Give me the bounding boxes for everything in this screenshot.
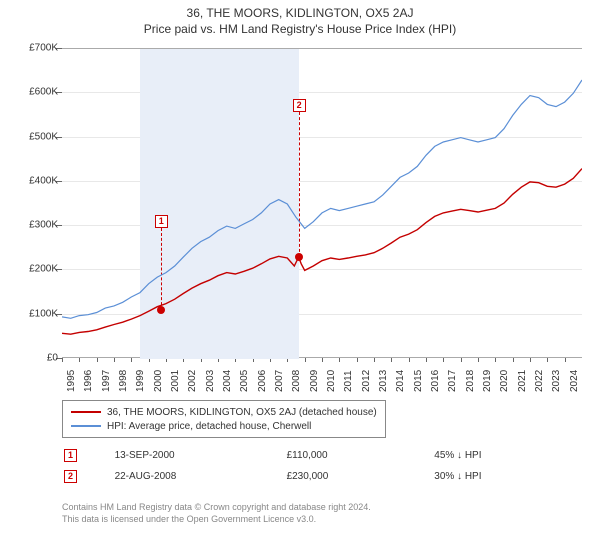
plot-svg: [62, 49, 582, 359]
marker-label-1: 1: [155, 215, 168, 228]
xtick-label: 2021: [517, 370, 528, 392]
xtick-label: 1995: [66, 370, 77, 392]
xtick-label: 1997: [101, 370, 112, 392]
xtick-label: 2008: [291, 370, 302, 392]
legend-item: HPI: Average price, detached house, Cher…: [71, 419, 377, 433]
event-marker-box: 2: [64, 470, 77, 483]
events-table: 1 13-SEP-2000£110,00045% ↓ HPI 2 22-AUG-200…: [62, 444, 582, 488]
ytick-label: £300K: [29, 220, 58, 231]
xtick-label: 2007: [274, 370, 285, 392]
event-price: £230,000: [287, 467, 433, 486]
chart-container: 36, THE MOORS, KIDLINGTON, OX5 2AJ Price…: [0, 0, 600, 560]
xtick-label: 2024: [569, 370, 580, 392]
plot-area: 12: [62, 48, 582, 358]
xtick-label: 2014: [395, 370, 406, 392]
xtick-label: 2004: [222, 370, 233, 392]
event-price: £110,000: [287, 446, 433, 465]
ytick-label: £600K: [29, 87, 58, 98]
xtick-label: 2015: [413, 370, 424, 392]
series-line-property: [62, 169, 582, 335]
xtick-label: 2022: [534, 370, 545, 392]
event-dot-2: [295, 253, 303, 261]
ytick-label: £700K: [29, 43, 58, 54]
xtick-label: 2000: [153, 370, 164, 392]
event-delta: 45% ↓ HPI: [434, 446, 580, 465]
footer-line-1: Contains HM Land Registry data © Crown c…: [62, 502, 371, 514]
xtick-label: 1999: [135, 370, 146, 392]
xtick-label: 2020: [499, 370, 510, 392]
legend-swatch: [71, 425, 101, 427]
legend-swatch: [71, 411, 101, 413]
event-date: 22-AUG-2008: [115, 467, 285, 486]
footer-line-2: This data is licensed under the Open Gov…: [62, 514, 371, 526]
xtick-label: 2018: [465, 370, 476, 392]
footer-attribution: Contains HM Land Registry data © Crown c…: [62, 502, 371, 525]
xtick-label: 2013: [378, 370, 389, 392]
xtick-label: 2011: [343, 370, 354, 392]
xtick-label: 2012: [361, 370, 372, 392]
xtick-label: 2009: [309, 370, 320, 392]
event-row: 1 13-SEP-2000£110,00045% ↓ HPI: [64, 446, 580, 465]
xtick-label: 2023: [551, 370, 562, 392]
xtick-label: 2016: [430, 370, 441, 392]
xtick-label: 2005: [239, 370, 250, 392]
series-line-hpi: [62, 80, 582, 318]
event-row: 2 22-AUG-2008£230,00030% ↓ HPI: [64, 467, 580, 486]
event-date: 13-SEP-2000: [115, 446, 285, 465]
xtick-label: 2003: [205, 370, 216, 392]
legend-label: 36, THE MOORS, KIDLINGTON, OX5 2AJ (deta…: [107, 407, 377, 418]
legend-label: HPI: Average price, detached house, Cher…: [107, 421, 311, 432]
chart-subtitle: Price paid vs. HM Land Registry's House …: [0, 20, 600, 40]
event-marker-box: 1: [64, 449, 77, 462]
ytick-label: £400K: [29, 175, 58, 186]
xtick-label: 1998: [118, 370, 129, 392]
xtick-label: 2006: [257, 370, 268, 392]
event-dot-1: [157, 306, 165, 314]
legend: 36, THE MOORS, KIDLINGTON, OX5 2AJ (deta…: [62, 400, 386, 438]
event-marker-cell: 2: [64, 467, 113, 486]
legend-item: 36, THE MOORS, KIDLINGTON, OX5 2AJ (deta…: [71, 405, 377, 419]
ytick-label: £200K: [29, 264, 58, 275]
xtick-label: 2002: [187, 370, 198, 392]
xtick-label: 1996: [83, 370, 94, 392]
xtick-label: 2001: [170, 370, 181, 392]
ytick-label: £100K: [29, 308, 58, 319]
xtick-label: 2010: [326, 370, 337, 392]
ytick-label: £0: [47, 353, 58, 364]
marker-label-2: 2: [293, 99, 306, 112]
ytick-label: £500K: [29, 131, 58, 142]
chart-title: 36, THE MOORS, KIDLINGTON, OX5 2AJ: [0, 0, 600, 20]
xtick-label: 2019: [482, 370, 493, 392]
event-marker-cell: 1: [64, 446, 113, 465]
xtick-label: 2017: [447, 370, 458, 392]
event-delta: 30% ↓ HPI: [434, 467, 580, 486]
